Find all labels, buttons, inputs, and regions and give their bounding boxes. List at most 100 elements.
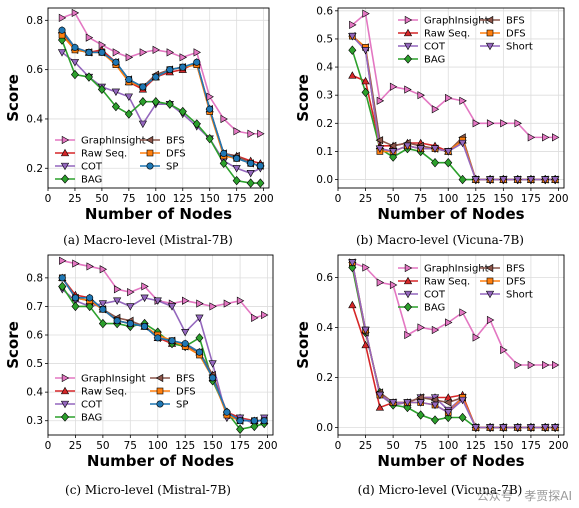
y-tick-label: 0.2: [316, 118, 333, 130]
panel-caption: (b) Macro-level (Vicuna-7B): [356, 233, 524, 247]
legend-marker: [61, 412, 69, 422]
y-tick-label: 0.0: [316, 422, 333, 434]
data-point: [375, 145, 385, 153]
data-point: [59, 256, 67, 265]
data-point: [551, 176, 560, 184]
legend-label: GraphInsight: [424, 264, 489, 275]
data-point: [388, 141, 397, 150]
data-point: [181, 328, 190, 337]
series-line: [61, 51, 261, 175]
watermark-text: 公众号 · 孝贾探AI: [477, 489, 572, 503]
data-point: [152, 73, 160, 81]
legend-marker: [403, 42, 413, 51]
data-point: [141, 322, 149, 330]
series-line: [351, 262, 556, 429]
data-point: [348, 71, 357, 79]
data-point: [541, 424, 550, 432]
data-point: [513, 176, 522, 184]
data-point: [182, 296, 190, 305]
data-point: [375, 136, 384, 145]
y-axis-label: Score: [4, 321, 22, 369]
legend-marker: [146, 149, 154, 157]
data-point: [111, 101, 120, 112]
data-point: [458, 412, 467, 423]
legend-label: COT: [424, 42, 446, 53]
data-point: [232, 165, 241, 173]
data-point: [113, 297, 122, 305]
legend: GraphInsight Raw Seq. COT BAG BFS DFS SP: [55, 136, 186, 186]
y-tick-label: 0.3: [316, 90, 333, 102]
data-point: [85, 48, 93, 56]
data-point: [416, 399, 425, 407]
data-point: [361, 76, 370, 85]
data-point: [99, 305, 107, 313]
data-point: [542, 133, 550, 142]
data-point: [361, 87, 370, 98]
legend-marker: [404, 54, 412, 64]
data-point: [349, 20, 357, 29]
data-point: [417, 91, 425, 100]
x-tick-label: 25: [359, 440, 372, 452]
data-point: [445, 318, 453, 327]
legend-label: BFS: [176, 374, 195, 385]
legend-marker: [60, 400, 70, 409]
data-point: [251, 313, 259, 322]
legend-label: SP: [176, 400, 188, 411]
data-point: [71, 294, 79, 302]
data-point: [196, 299, 204, 308]
data-point: [71, 43, 79, 51]
y-tick-label: 0.6: [316, 5, 333, 17]
data-point: [193, 48, 201, 57]
x-tick-label: 150: [493, 440, 513, 452]
panel-caption: (c) Micro-level (Mistral-7B): [65, 483, 231, 497]
y-tick-label: 0.2: [26, 163, 43, 175]
x-tick-label: 100: [438, 193, 458, 205]
legend-marker: [61, 174, 69, 184]
x-tick-label: 150: [203, 440, 223, 452]
data-point: [154, 334, 162, 342]
y-tick-label: 0.4: [316, 322, 333, 334]
data-point: [472, 119, 481, 128]
data-point: [193, 58, 201, 66]
series-line: [61, 11, 261, 135]
data-point: [526, 424, 536, 432]
x-tick-label: 75: [414, 440, 427, 452]
legend-marker: [156, 387, 164, 395]
y-tick-label: 0.4: [26, 113, 43, 125]
data-point: [444, 398, 452, 407]
x-tick-label: 200: [548, 440, 568, 452]
data-point: [471, 424, 480, 432]
legend-label: DFS: [506, 29, 526, 40]
data-point: [151, 97, 160, 107]
series-line: [352, 261, 556, 366]
data-point: [430, 401, 440, 410]
data-point: [486, 119, 495, 128]
legend-label: Raw Seq.: [424, 29, 470, 40]
legend-marker: [155, 373, 164, 383]
x-tick-label: 125: [466, 193, 486, 205]
data-point: [361, 47, 370, 55]
data-point: [541, 176, 550, 184]
data-point: [58, 274, 66, 282]
data-point: [181, 340, 189, 348]
x-axis-label: Number of Nodes: [377, 205, 524, 223]
x-tick-label: 75: [414, 193, 427, 205]
data-point: [70, 69, 79, 80]
chart-panel-2: 0 25 50 75 100 125 150 175 200 0.0 0.1 0.2 0.3 0.4 0.5…: [294, 5, 569, 247]
data-point: [236, 417, 244, 425]
data-point: [58, 281, 67, 292]
data-point: [513, 424, 522, 432]
data-point: [542, 360, 550, 370]
data-point: [348, 300, 357, 309]
data-point: [152, 45, 161, 55]
data-point: [404, 85, 412, 94]
panel-caption: (d) Micro-level (Vicuna-7B): [358, 483, 523, 497]
data-point: [112, 48, 121, 57]
legend-label: BFS: [166, 136, 185, 147]
data-point: [139, 48, 148, 57]
y-tick-label: 0.7: [26, 301, 43, 313]
legend-label: BFS: [506, 16, 525, 27]
y-tick-label: 0.5: [26, 358, 43, 370]
data-point: [431, 415, 440, 425]
